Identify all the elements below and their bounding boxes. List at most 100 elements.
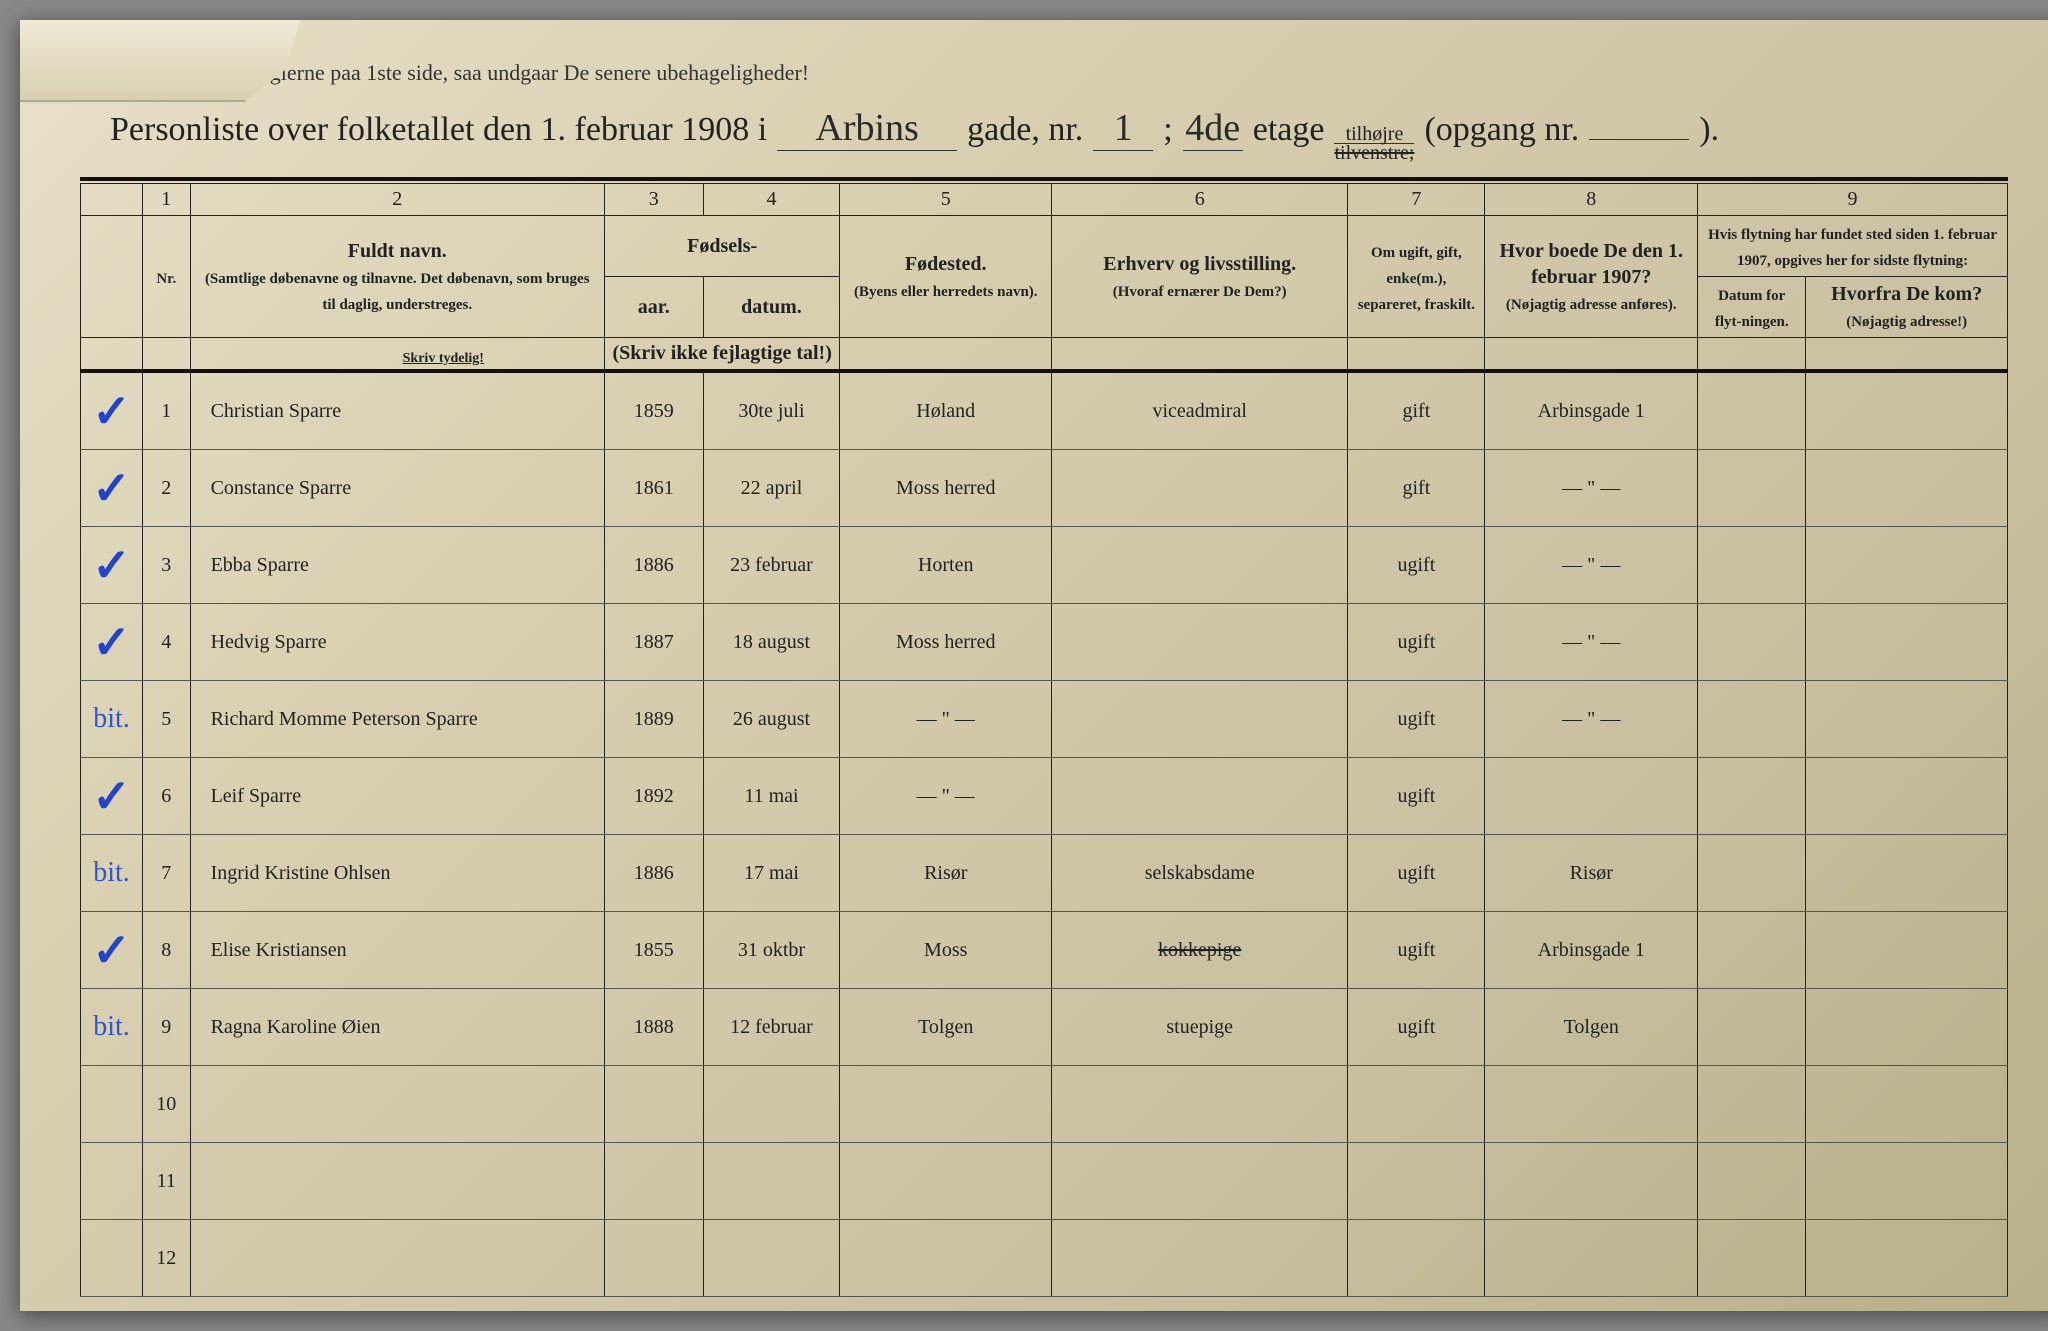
name-cell: Richard Momme Peterson Sparre bbox=[190, 681, 604, 758]
table-row: ✓3Ebba Sparre188623 februarHortenugift— … bbox=[81, 527, 2008, 604]
rule-top bbox=[80, 177, 2008, 181]
movedate-cell bbox=[1698, 835, 1806, 912]
hdr-flyt-datum: Datum for flyt-ningen. bbox=[1698, 277, 1806, 338]
movefrom-cell bbox=[1806, 681, 2008, 758]
status-cell: ugift bbox=[1348, 681, 1485, 758]
street-name: Arbins bbox=[777, 106, 957, 151]
movefrom-cell bbox=[1806, 527, 2008, 604]
colnum-4: 4 bbox=[703, 184, 840, 216]
addr-cell bbox=[1485, 1066, 1698, 1143]
movedate-cell bbox=[1698, 1066, 1806, 1143]
occupation-cell: kokkepige bbox=[1052, 912, 1348, 989]
addr-cell bbox=[1485, 1143, 1698, 1220]
name-cell: Ebba Sparre bbox=[190, 527, 604, 604]
row-number: 7 bbox=[142, 835, 190, 912]
occupation-cell bbox=[1052, 1066, 1348, 1143]
year-cell: 1886 bbox=[604, 527, 703, 604]
table-row: ✓8Elise Kristiansen185531 oktbrMosskokke… bbox=[81, 912, 2008, 989]
margin-mark: ✓ bbox=[81, 371, 143, 450]
sub-b7 bbox=[1698, 338, 1806, 372]
date-cell: 23 februar bbox=[703, 527, 840, 604]
place-cell: Moss herred bbox=[840, 450, 1052, 527]
table-row: ✓4Hedvig Sparre188718 augustMoss herredu… bbox=[81, 604, 2008, 681]
occupation-cell bbox=[1052, 527, 1348, 604]
margin-mark: bit. bbox=[81, 681, 143, 758]
name-cell: Ragna Karoline Øien bbox=[190, 989, 604, 1066]
year-cell: 1859 bbox=[604, 371, 703, 450]
status-cell: gift bbox=[1348, 450, 1485, 527]
status-cell: ugift bbox=[1348, 835, 1485, 912]
row-number: 11 bbox=[142, 1143, 190, 1220]
margin-mark: ✓ bbox=[81, 912, 143, 989]
margin-mark: bit. bbox=[81, 835, 143, 912]
colnum-6: 6 bbox=[1052, 184, 1348, 216]
movedate-cell bbox=[1698, 1220, 1806, 1297]
margin-mark bbox=[81, 1066, 143, 1143]
occupation-cell: selskabsdame bbox=[1052, 835, 1348, 912]
margin-mark: ✓ bbox=[81, 450, 143, 527]
colnum-3: 3 bbox=[604, 184, 703, 216]
date-cell: 22 april bbox=[703, 450, 840, 527]
row-number: 4 bbox=[142, 604, 190, 681]
date-cell: 11 mai bbox=[703, 758, 840, 835]
movedate-cell bbox=[1698, 758, 1806, 835]
hdr-addr: Hvor boede De den 1. februar 1907? (Nøja… bbox=[1485, 216, 1698, 338]
name-cell: Christian Sparre bbox=[190, 371, 604, 450]
status-cell bbox=[1348, 1066, 1485, 1143]
colnum-2: 2 bbox=[190, 184, 604, 216]
place-cell bbox=[840, 1066, 1052, 1143]
status-cell: ugift bbox=[1348, 989, 1485, 1066]
hdr-name: Fuldt navn. (Samtlige døbenavne og tilna… bbox=[190, 216, 604, 338]
sub-header-row: Skriv tydelig! (Skriv ikke fejlagtige ta… bbox=[81, 338, 2008, 372]
occupation-cell: stuepige bbox=[1052, 989, 1348, 1066]
margin-mark: ✓ bbox=[81, 758, 143, 835]
row-number: 1 bbox=[142, 371, 190, 450]
occupation-cell bbox=[1052, 604, 1348, 681]
sub-blank1 bbox=[81, 338, 143, 372]
title-line: Personliste over folketallet den 1. febr… bbox=[110, 106, 2008, 162]
movefrom-cell bbox=[1806, 912, 2008, 989]
date-cell bbox=[703, 1066, 840, 1143]
side-struck: tilvenstre; bbox=[1334, 144, 1414, 162]
row-number: 3 bbox=[142, 527, 190, 604]
table-row: bit.7Ingrid Kristine Ohlsen188617 maiRis… bbox=[81, 835, 2008, 912]
sub-skriv-ikke: (Skriv ikke fejlagtige tal!) bbox=[604, 338, 839, 372]
movedate-cell bbox=[1698, 450, 1806, 527]
sub-b4 bbox=[1052, 338, 1348, 372]
sub-blank2 bbox=[142, 338, 190, 372]
table-row: bit.9Ragna Karoline Øien188812 februarTo… bbox=[81, 989, 2008, 1066]
census-page: eglerne paa 1ste side, saa undgaar De se… bbox=[20, 20, 2048, 1311]
movefrom-cell bbox=[1806, 835, 2008, 912]
street-nr: 1 bbox=[1093, 106, 1153, 151]
occupation-cell bbox=[1052, 1220, 1348, 1297]
addr-cell bbox=[1485, 1220, 1698, 1297]
name-cell: Ingrid Kristine Ohlsen bbox=[190, 835, 604, 912]
place-cell: Tolgen bbox=[840, 989, 1052, 1066]
hdr-status: Om ugift, gift, enke(m.), separeret, fra… bbox=[1348, 216, 1485, 338]
year-cell: 1887 bbox=[604, 604, 703, 681]
hdr-mark bbox=[81, 216, 143, 338]
addr-cell: Risør bbox=[1485, 835, 1698, 912]
row-number: 6 bbox=[142, 758, 190, 835]
movedate-cell bbox=[1698, 371, 1806, 450]
colnum-9: 9 bbox=[1698, 184, 2008, 216]
name-cell: Leif Sparre bbox=[190, 758, 604, 835]
table-row: ✓2Constance Sparre186122 aprilMoss herre… bbox=[81, 450, 2008, 527]
movefrom-cell bbox=[1806, 371, 2008, 450]
colnum-5: 5 bbox=[840, 184, 1052, 216]
place-cell: Risør bbox=[840, 835, 1052, 912]
colnum-7: 7 bbox=[1348, 184, 1485, 216]
row-number: 10 bbox=[142, 1066, 190, 1143]
paper-damage bbox=[20, 20, 300, 102]
floor-label: etage bbox=[1253, 111, 1325, 149]
status-cell bbox=[1348, 1220, 1485, 1297]
year-cell: 1861 bbox=[604, 450, 703, 527]
table-row: 10 bbox=[81, 1066, 2008, 1143]
table-row: ✓1Christian Sparre185930te juliHølandvic… bbox=[81, 371, 2008, 450]
status-cell bbox=[1348, 1143, 1485, 1220]
hdr-datum: datum. bbox=[703, 277, 840, 338]
year-cell: 1855 bbox=[604, 912, 703, 989]
hdr-fodsels: Fødsels- bbox=[604, 216, 839, 277]
opgang-end: ). bbox=[1699, 111, 1719, 149]
table-row: 12 bbox=[81, 1220, 2008, 1297]
